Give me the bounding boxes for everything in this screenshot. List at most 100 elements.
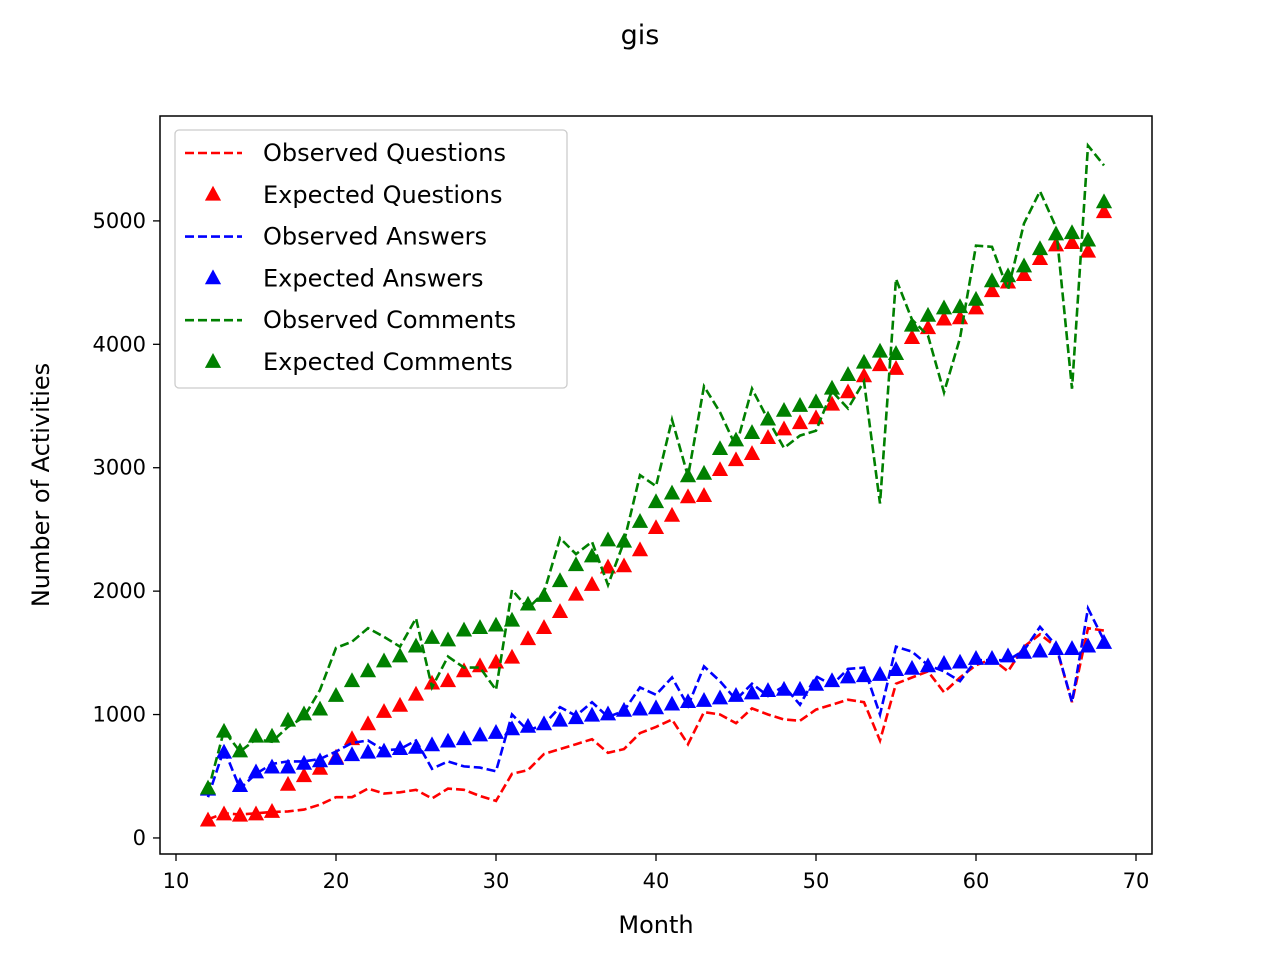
legend-swatch-expected-questions	[204, 185, 222, 201]
marker-expected-questions	[903, 329, 921, 344]
marker-expected-questions	[1063, 234, 1081, 249]
marker-expected-questions	[487, 653, 505, 669]
x-tick-label: 50	[803, 869, 830, 893]
marker-expected-comments	[343, 672, 361, 688]
x-tick-label: 10	[163, 869, 190, 893]
marker-expected-answers	[247, 763, 265, 779]
marker-expected-comments	[743, 424, 761, 440]
marker-expected-answers	[423, 736, 441, 752]
marker-expected-questions	[375, 703, 393, 718]
marker-expected-questions	[455, 662, 473, 678]
marker-expected-answers	[727, 687, 745, 702]
legend-box	[174, 129, 568, 389]
marker-expected-answers	[583, 706, 601, 722]
y-tick-label: 1000	[93, 703, 146, 727]
marker-expected-questions	[279, 775, 297, 791]
legend-label-expected-answers: Expected Answers	[263, 264, 484, 292]
marker-expected-answers	[775, 680, 793, 696]
y-tick-label: 2000	[93, 579, 146, 603]
marker-expected-comments	[983, 272, 1001, 288]
marker-expected-comments	[503, 611, 521, 627]
marker-expected-answers	[1095, 633, 1113, 649]
marker-expected-answers	[1015, 643, 1033, 659]
legend-swatch-expected-comments	[204, 353, 222, 368]
y-tick-label: 0	[133, 826, 146, 850]
marker-expected-answers	[375, 742, 393, 758]
marker-expected-questions	[423, 674, 441, 690]
marker-expected-comments	[679, 467, 697, 483]
marker-expected-comments	[615, 532, 633, 548]
marker-expected-comments	[839, 366, 857, 382]
marker-expected-answers	[887, 661, 905, 676]
marker-expected-answers	[1047, 640, 1065, 655]
marker-expected-comments	[535, 587, 553, 602]
marker-expected-answers	[1063, 640, 1081, 655]
marker-expected-questions	[263, 803, 281, 818]
marker-expected-questions	[967, 299, 985, 315]
marker-expected-comments	[775, 401, 793, 417]
marker-expected-comments	[295, 705, 313, 721]
marker-expected-answers	[807, 675, 825, 691]
plot-marks	[199, 142, 1113, 827]
marker-expected-answers	[599, 705, 617, 721]
marker-expected-answers	[295, 754, 313, 770]
marker-expected-answers	[983, 650, 1001, 665]
marker-expected-questions	[727, 451, 745, 467]
marker-expected-answers	[359, 743, 377, 759]
series-line-observed-questions	[207, 626, 1105, 821]
marker-expected-answers	[679, 693, 697, 709]
marker-expected-answers	[823, 672, 841, 688]
marker-expected-comments	[695, 464, 713, 480]
marker-expected-answers	[743, 684, 761, 700]
x-tick-label: 40	[643, 869, 670, 893]
marker-expected-comments	[759, 410, 777, 426]
marker-expected-questions	[215, 805, 233, 821]
marker-expected-answers	[471, 726, 489, 742]
marker-expected-comments	[263, 727, 281, 743]
marker-expected-questions	[983, 282, 1001, 298]
marker-expected-comments	[631, 513, 649, 528]
marker-expected-questions	[247, 805, 265, 821]
marker-expected-comments	[727, 431, 745, 447]
marker-expected-comments	[1063, 224, 1081, 240]
marker-expected-answers	[615, 701, 633, 717]
marker-expected-answers	[903, 659, 921, 675]
marker-expected-comments	[487, 616, 505, 632]
marker-expected-answers	[487, 724, 505, 739]
marker-expected-answers	[391, 740, 409, 755]
marker-expected-comments	[471, 619, 489, 635]
marker-expected-answers	[999, 647, 1017, 663]
marker-expected-questions	[839, 383, 857, 399]
marker-expected-questions	[871, 356, 889, 372]
x-tick-label: 60	[963, 869, 990, 893]
marker-expected-comments	[791, 397, 809, 412]
marker-expected-answers	[1031, 642, 1049, 658]
marker-expected-comments	[551, 572, 569, 588]
marker-expected-answers	[503, 720, 521, 736]
marker-expected-comments	[583, 547, 601, 563]
marker-expected-comments	[903, 316, 921, 332]
marker-expected-answers	[407, 738, 425, 754]
marker-expected-answers	[535, 715, 553, 731]
marker-expected-questions	[759, 429, 777, 444]
x-axis-label: Month	[618, 911, 693, 939]
chart-title: gis	[621, 20, 660, 51]
marker-expected-questions	[535, 619, 553, 635]
y-tick-label: 3000	[93, 456, 146, 480]
marker-expected-questions	[583, 575, 601, 591]
marker-expected-comments	[999, 267, 1017, 283]
legend-label-observed-questions: Observed Questions	[263, 139, 506, 167]
marker-expected-answers	[519, 717, 537, 733]
marker-expected-comments	[599, 531, 617, 547]
marker-expected-comments	[1031, 240, 1049, 256]
marker-expected-comments	[1047, 225, 1065, 241]
marker-expected-questions	[439, 672, 457, 688]
marker-expected-questions	[391, 696, 409, 712]
marker-expected-questions	[631, 541, 649, 557]
marker-expected-questions	[711, 461, 729, 477]
marker-expected-comments	[647, 493, 665, 509]
marker-expected-answers	[919, 657, 937, 673]
marker-expected-questions	[791, 414, 809, 430]
marker-expected-answers	[759, 682, 777, 697]
marker-expected-comments	[279, 711, 297, 727]
